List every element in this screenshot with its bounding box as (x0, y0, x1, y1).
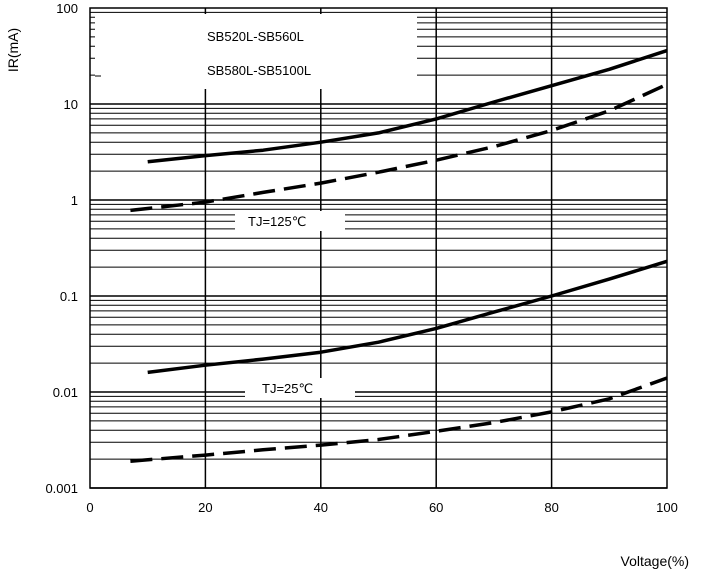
y-tick-label: 0.1 (60, 289, 78, 304)
plot-frame (89, 7, 668, 489)
legend-line-2: SB580L-SB5100L (207, 63, 311, 78)
grid (89, 7, 668, 489)
annotation-tj-125-background (235, 211, 345, 231)
y-tick-label: 10 (64, 97, 78, 112)
tick-labels: 0 20 40 60 80 100 0.001 0.01 0.1 1 10 100 (45, 1, 677, 515)
legend-box: SB520L-SB560L SB580L-SB5100L (95, 14, 417, 89)
series-line-3 (147, 259, 668, 375)
y-axis-label: IR(mA) (5, 28, 21, 72)
annotation-tj-25-background (245, 378, 355, 398)
series-line-4 (130, 376, 668, 463)
series-lines (130, 48, 668, 463)
legend-background (95, 14, 417, 89)
y-tick-label: 100 (56, 1, 78, 16)
annotation-tj-125: TJ=125℃ (235, 211, 345, 231)
x-tick-label: 20 (198, 500, 212, 515)
annotation-tj-125-label: TJ=125℃ (248, 214, 306, 229)
y-tick-label: 0.01 (53, 385, 78, 400)
x-tick-label: 0 (86, 500, 93, 515)
x-tick-label: 100 (656, 500, 678, 515)
annotation-tj-25: TJ=25℃ (245, 378, 355, 398)
x-tick-label: 80 (544, 500, 558, 515)
x-tick-label: 60 (429, 500, 443, 515)
x-tick-label: 40 (314, 500, 328, 515)
series-line-1 (147, 48, 668, 164)
series-line-2 (130, 82, 668, 213)
x-axis-label: Voltage(%) (621, 553, 689, 569)
annotation-tj-25-label: TJ=25℃ (262, 381, 313, 396)
y-tick-label: 1 (71, 193, 78, 208)
y-tick-label: 0.001 (45, 481, 78, 496)
legend-line-1: SB520L-SB560L (207, 29, 304, 44)
